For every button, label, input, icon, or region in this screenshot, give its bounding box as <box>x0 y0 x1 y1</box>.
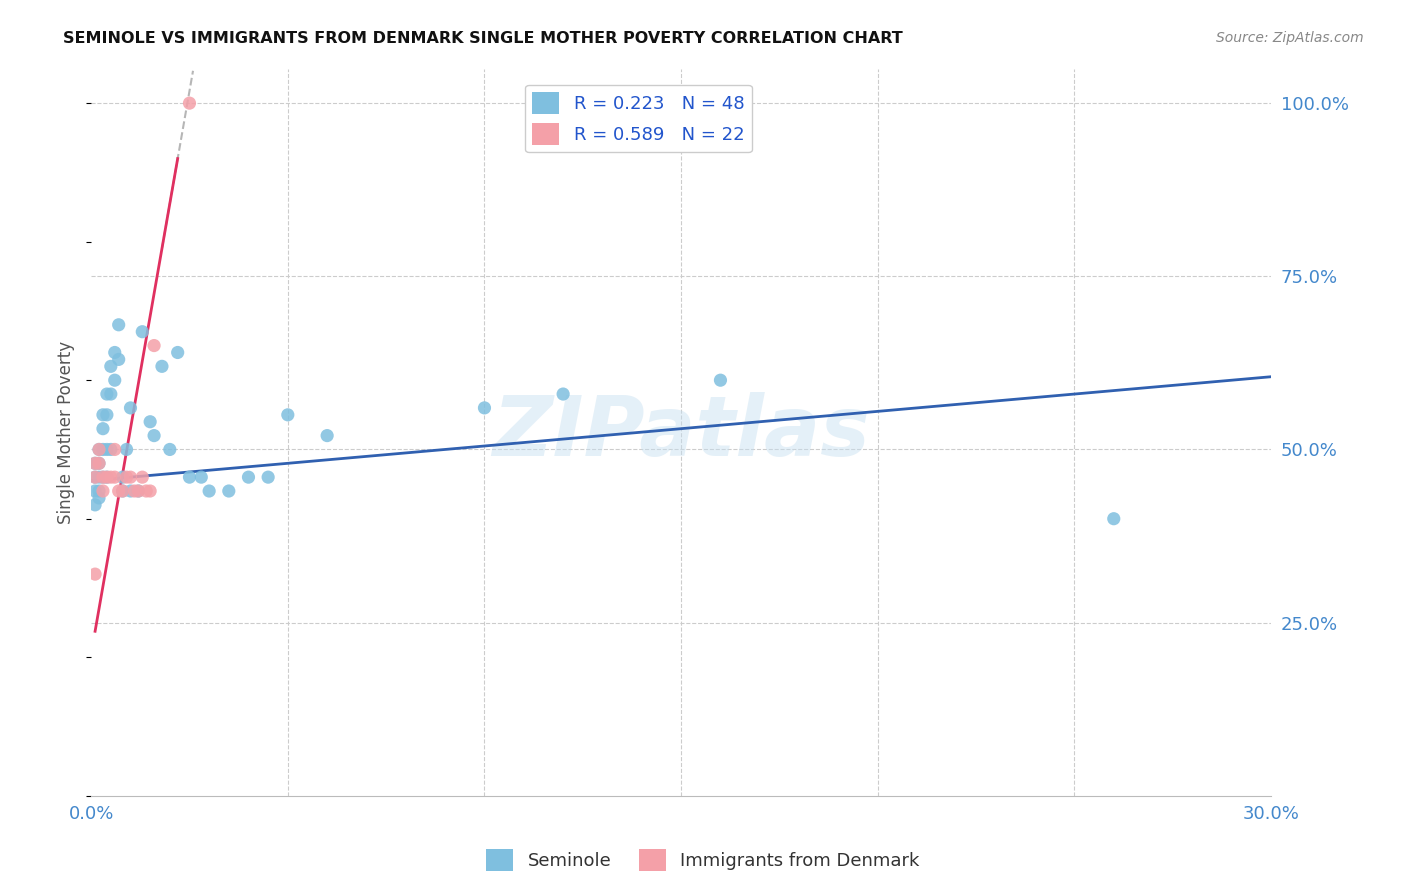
Point <box>87 442 110 457</box>
Point <box>96 470 118 484</box>
Point <box>150 359 173 374</box>
Point <box>100 470 122 484</box>
Point <box>139 483 162 498</box>
Point <box>166 345 188 359</box>
Point <box>143 428 166 442</box>
Point <box>96 387 118 401</box>
Point <box>238 470 260 484</box>
Point <box>107 318 129 332</box>
Point <box>84 567 107 582</box>
Point <box>87 483 110 498</box>
Point <box>84 456 107 470</box>
Point <box>84 456 107 470</box>
Point <box>87 470 110 484</box>
Point <box>107 352 129 367</box>
Point <box>104 345 127 359</box>
Point <box>91 470 114 484</box>
Point <box>96 442 118 457</box>
Point <box>115 470 138 484</box>
Point <box>87 456 110 470</box>
Point <box>96 408 118 422</box>
Point <box>91 442 114 457</box>
Point <box>131 470 153 484</box>
Point <box>107 483 129 498</box>
Point <box>218 483 240 498</box>
Point <box>127 483 149 498</box>
Point <box>104 442 127 457</box>
Text: ZIPatlas: ZIPatlas <box>492 392 870 473</box>
Point <box>198 483 221 498</box>
Point <box>131 325 153 339</box>
Text: Source: ZipAtlas.com: Source: ZipAtlas.com <box>1216 31 1364 45</box>
Point <box>100 442 122 457</box>
Text: SEMINOLE VS IMMIGRANTS FROM DENMARK SINGLE MOTHER POVERTY CORRELATION CHART: SEMINOLE VS IMMIGRANTS FROM DENMARK SING… <box>63 31 903 46</box>
Legend: Seminole, Immigrants from Denmark: Seminole, Immigrants from Denmark <box>479 842 927 879</box>
Point <box>100 359 122 374</box>
Point <box>115 442 138 457</box>
Point <box>553 387 575 401</box>
Point <box>104 373 127 387</box>
Point <box>111 483 134 498</box>
Point <box>84 498 107 512</box>
Point <box>91 483 114 498</box>
Point <box>120 401 142 415</box>
Legend: R = 0.223   N = 48, R = 0.589   N = 22: R = 0.223 N = 48, R = 0.589 N = 22 <box>524 85 752 153</box>
Point <box>87 456 110 470</box>
Point <box>277 408 299 422</box>
Point <box>84 470 107 484</box>
Point <box>100 387 122 401</box>
Point <box>257 470 280 484</box>
Point <box>84 483 107 498</box>
Point <box>139 415 162 429</box>
Point <box>87 442 110 457</box>
Point <box>84 470 107 484</box>
Point <box>111 470 134 484</box>
Point <box>709 373 731 387</box>
Point <box>91 422 114 436</box>
Y-axis label: Single Mother Poverty: Single Mother Poverty <box>58 341 75 524</box>
Point <box>1102 512 1125 526</box>
Point <box>143 338 166 352</box>
Point <box>111 483 134 498</box>
Point <box>120 483 142 498</box>
Point <box>159 442 181 457</box>
Point <box>127 483 149 498</box>
Point <box>87 491 110 505</box>
Point <box>91 470 114 484</box>
Point <box>120 470 142 484</box>
Point <box>190 470 212 484</box>
Point <box>104 470 127 484</box>
Point <box>91 408 114 422</box>
Point <box>124 483 146 498</box>
Point <box>135 483 157 498</box>
Point <box>316 428 339 442</box>
Point <box>179 470 201 484</box>
Point <box>474 401 496 415</box>
Point <box>179 96 201 111</box>
Point <box>96 470 118 484</box>
